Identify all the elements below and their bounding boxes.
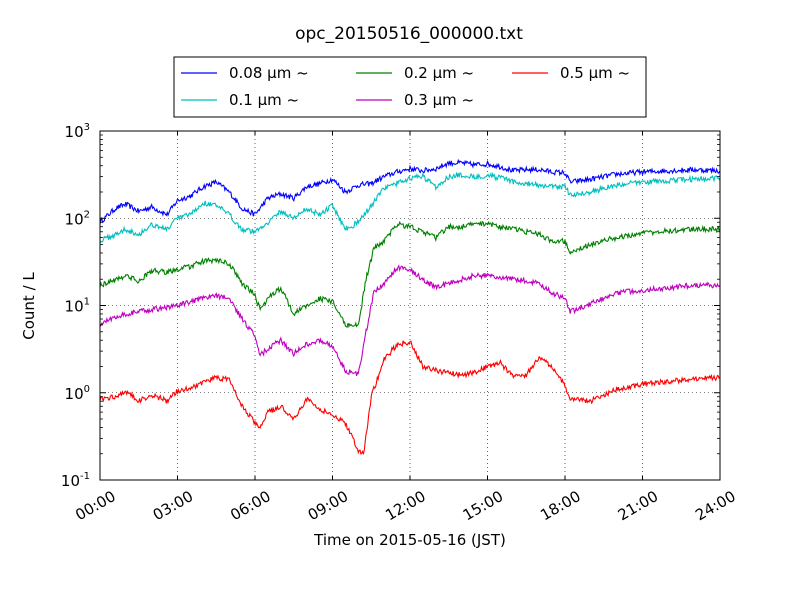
- legend: 0.08 μm ~ 0.1 μm ~ 0.2 μm ~ 0.3 μm ~ 0.5 μm …: [173, 56, 647, 118]
- series-layer: [100, 158, 720, 456]
- legend-label: 0.2 μm ~: [404, 64, 474, 82]
- y-tick-label: 10-1: [61, 471, 90, 490]
- x-tick-label: 00:00: [72, 487, 118, 524]
- legend-label: 0.08 μm ~: [229, 64, 309, 82]
- x-tick-label: 06:00: [227, 487, 273, 524]
- series-line: [100, 340, 720, 456]
- series-line: [100, 158, 720, 225]
- y-tick-label: 100: [65, 384, 90, 403]
- y-tick-label: 102: [65, 209, 90, 228]
- x-tick-label: 12:00: [382, 487, 428, 524]
- x-tick-label: 21:00: [615, 487, 661, 524]
- x-tick-label: 18:00: [537, 487, 583, 524]
- x-tick-label: 09:00: [305, 487, 351, 524]
- axis-ticks: [99, 130, 721, 481]
- x-axis-label: Time on 2015-05-16 (JST): [313, 531, 506, 549]
- legend-label: 0.5 μm ~: [560, 64, 630, 82]
- legend-label: 0.1 μm ~: [229, 91, 299, 109]
- y-tick-labels: 10-1 100 101 102 103: [61, 122, 90, 490]
- y-axis-label: Count / L: [20, 272, 38, 340]
- y-tick-label: 101: [65, 297, 90, 316]
- x-tick-label: 24:00: [692, 487, 738, 524]
- x-tick-labels: 00:00 03:00 06:00 09:00 12:00 15:00 18:00 21:00…: [72, 487, 738, 524]
- series-line: [100, 264, 720, 377]
- grid: [100, 131, 720, 480]
- x-tick-label: 03:00: [150, 487, 196, 524]
- series-line: [100, 220, 720, 329]
- y-tick-label: 103: [65, 122, 90, 141]
- series-line: [100, 171, 720, 244]
- chart-title: opc_20150516_000000.txt: [295, 24, 523, 44]
- legend-label: 0.3 μm ~: [404, 91, 474, 109]
- x-tick-label: 15:00: [460, 487, 506, 524]
